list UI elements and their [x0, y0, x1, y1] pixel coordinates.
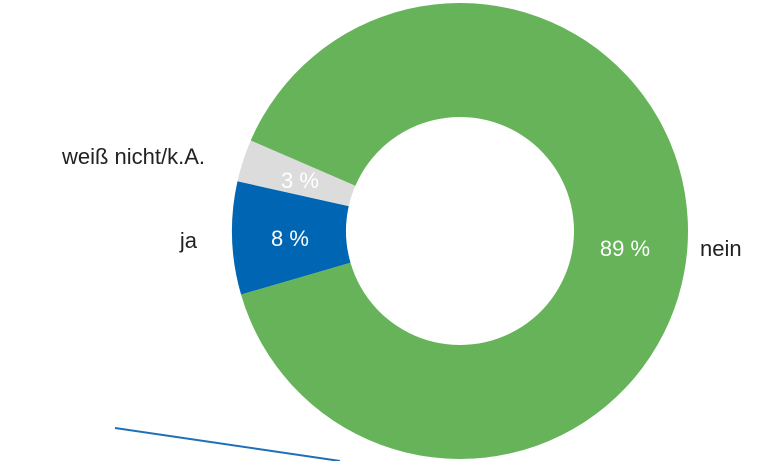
value-label: 89 %: [600, 236, 650, 261]
value-label: 8 %: [271, 226, 309, 251]
decor-line: [114, 427, 341, 461]
category-label: weiß nicht/k.A.: [61, 144, 205, 169]
value-label: 3 %: [281, 168, 319, 193]
donut-slice: [237, 140, 356, 207]
donut-slice: [241, 3, 688, 460]
category-label: nein: [700, 236, 742, 261]
donut-slice: [232, 181, 351, 295]
category-label: ja: [179, 228, 198, 253]
